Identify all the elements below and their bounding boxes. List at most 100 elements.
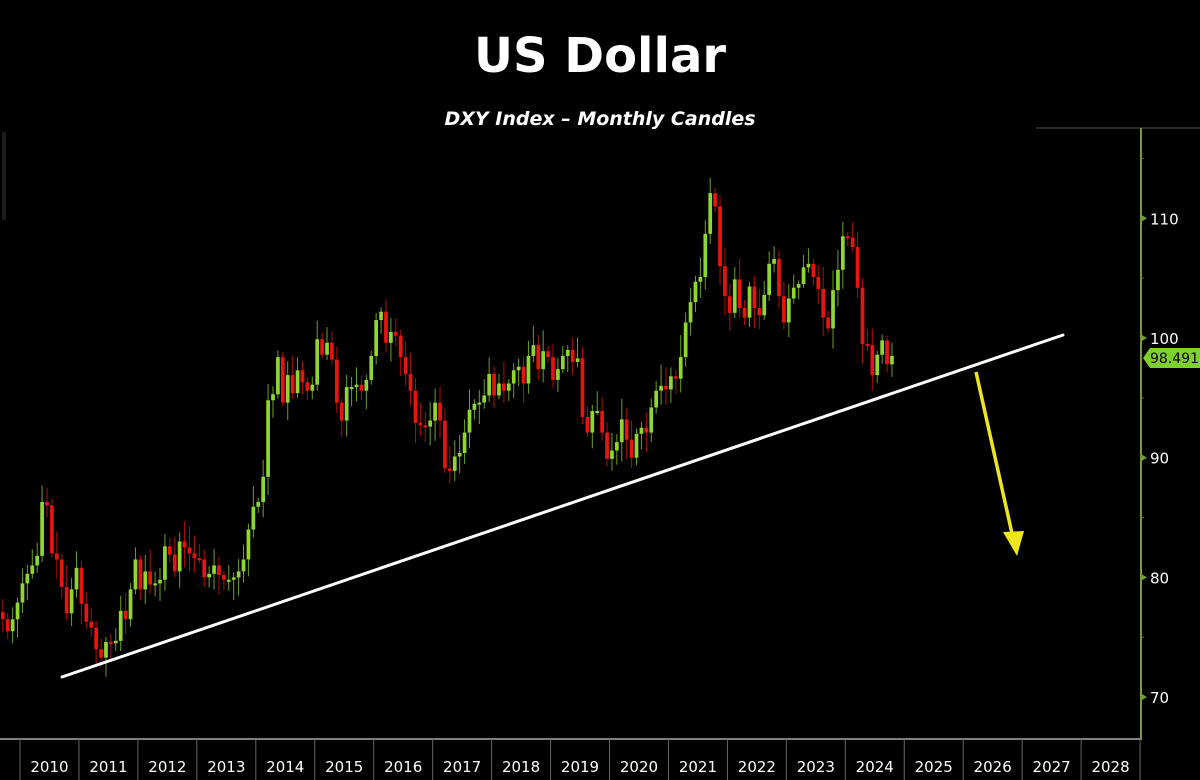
candle-body bbox=[64, 586, 69, 614]
candle-body bbox=[742, 308, 747, 318]
candle-body bbox=[251, 506, 256, 530]
candle-body bbox=[457, 452, 462, 457]
candle-body bbox=[452, 456, 457, 471]
candle-body bbox=[79, 567, 84, 604]
candle-body bbox=[94, 627, 98, 650]
candle-body bbox=[138, 559, 143, 590]
candle-body bbox=[182, 541, 187, 548]
candle-body bbox=[212, 565, 216, 574]
x-tick-label: 2011 bbox=[89, 758, 127, 776]
candle-body bbox=[615, 442, 619, 451]
x-tick-label: 2015 bbox=[325, 758, 363, 776]
candle-body bbox=[335, 359, 339, 403]
candle-body bbox=[767, 263, 772, 295]
candle-body bbox=[423, 425, 428, 428]
candle-body bbox=[123, 610, 128, 620]
candle-body bbox=[560, 355, 565, 370]
candle-body bbox=[167, 546, 172, 555]
candle-body bbox=[796, 284, 801, 288]
x-tick-label: 2017 bbox=[443, 758, 481, 776]
candle-body bbox=[654, 390, 659, 408]
candle-body bbox=[728, 296, 732, 313]
x-tick-label: 2013 bbox=[207, 758, 245, 776]
y-tick bbox=[1142, 215, 1147, 222]
candle-body bbox=[546, 351, 550, 358]
candle-body bbox=[163, 546, 167, 580]
price-tag-shape bbox=[1143, 348, 1200, 368]
candle-body bbox=[737, 279, 742, 309]
candle-body bbox=[762, 294, 767, 316]
candle-body bbox=[40, 501, 44, 556]
candle-body bbox=[89, 621, 94, 628]
candle-body bbox=[462, 432, 467, 453]
candle-body bbox=[880, 340, 884, 355]
candle-body bbox=[217, 565, 221, 576]
candle-body bbox=[683, 322, 688, 358]
candle-body bbox=[118, 610, 123, 641]
candle-body bbox=[133, 559, 138, 590]
candle-body bbox=[801, 267, 806, 285]
candle-body bbox=[786, 298, 791, 323]
candle-body bbox=[438, 402, 442, 421]
candle-body bbox=[575, 358, 580, 362]
candle-body bbox=[369, 355, 374, 380]
candle-body bbox=[403, 357, 408, 374]
candle-body bbox=[634, 433, 639, 458]
candle-body bbox=[84, 603, 89, 622]
candle-body bbox=[826, 317, 830, 329]
candle-body bbox=[349, 387, 354, 390]
candle-body bbox=[285, 375, 290, 403]
candle-body bbox=[777, 258, 781, 297]
candle-body bbox=[531, 345, 536, 356]
candle-body bbox=[860, 287, 865, 344]
candle-body bbox=[816, 276, 821, 289]
candle-body bbox=[664, 385, 668, 390]
candle-body bbox=[875, 354, 880, 376]
y-tick-label: 70 bbox=[1150, 689, 1169, 707]
candle-body bbox=[428, 420, 433, 427]
candle-body bbox=[20, 583, 25, 603]
y-axis: 70 80 90 100 110 bbox=[1140, 128, 1179, 740]
candle-body bbox=[516, 366, 521, 371]
candle-body bbox=[202, 559, 207, 578]
candle-body bbox=[580, 358, 585, 418]
candle-body bbox=[644, 427, 649, 433]
candle-body bbox=[241, 559, 246, 572]
candle-body bbox=[364, 379, 369, 391]
candles-group bbox=[0, 177, 894, 677]
candle-body bbox=[840, 236, 845, 270]
candle-body bbox=[536, 345, 541, 370]
arrow-shaft bbox=[974, 371, 1015, 539]
candle-body bbox=[619, 419, 624, 443]
x-tick-label: 2023 bbox=[797, 758, 835, 776]
down-arrow-icon bbox=[974, 371, 1024, 556]
candle-body bbox=[177, 541, 182, 572]
candle-body bbox=[570, 349, 575, 362]
candle-body bbox=[197, 558, 202, 561]
candle-body bbox=[330, 342, 334, 360]
y-tick-label: 90 bbox=[1150, 450, 1169, 468]
y-tick bbox=[1142, 454, 1147, 461]
candle-body bbox=[148, 571, 153, 585]
candle-body bbox=[541, 351, 546, 370]
candle-body bbox=[757, 308, 762, 316]
candle-body bbox=[688, 302, 693, 323]
candle-body bbox=[433, 402, 437, 421]
candle-body bbox=[359, 384, 364, 391]
y-tick-label: 110 bbox=[1150, 210, 1179, 228]
candle-body bbox=[10, 619, 15, 632]
candle-body bbox=[128, 589, 133, 620]
candle-body bbox=[659, 385, 663, 391]
candle-body bbox=[610, 450, 614, 459]
candle-body bbox=[772, 258, 776, 264]
candle-body bbox=[506, 383, 511, 391]
x-tick-label: 2026 bbox=[974, 758, 1012, 776]
candle-body bbox=[35, 555, 40, 566]
candle-body bbox=[320, 339, 324, 355]
candle-body bbox=[831, 290, 835, 329]
candle-body bbox=[698, 276, 703, 282]
y-tick bbox=[1142, 694, 1147, 701]
arrow-head bbox=[1003, 531, 1024, 556]
chart-title: US Dollar bbox=[473, 28, 727, 84]
